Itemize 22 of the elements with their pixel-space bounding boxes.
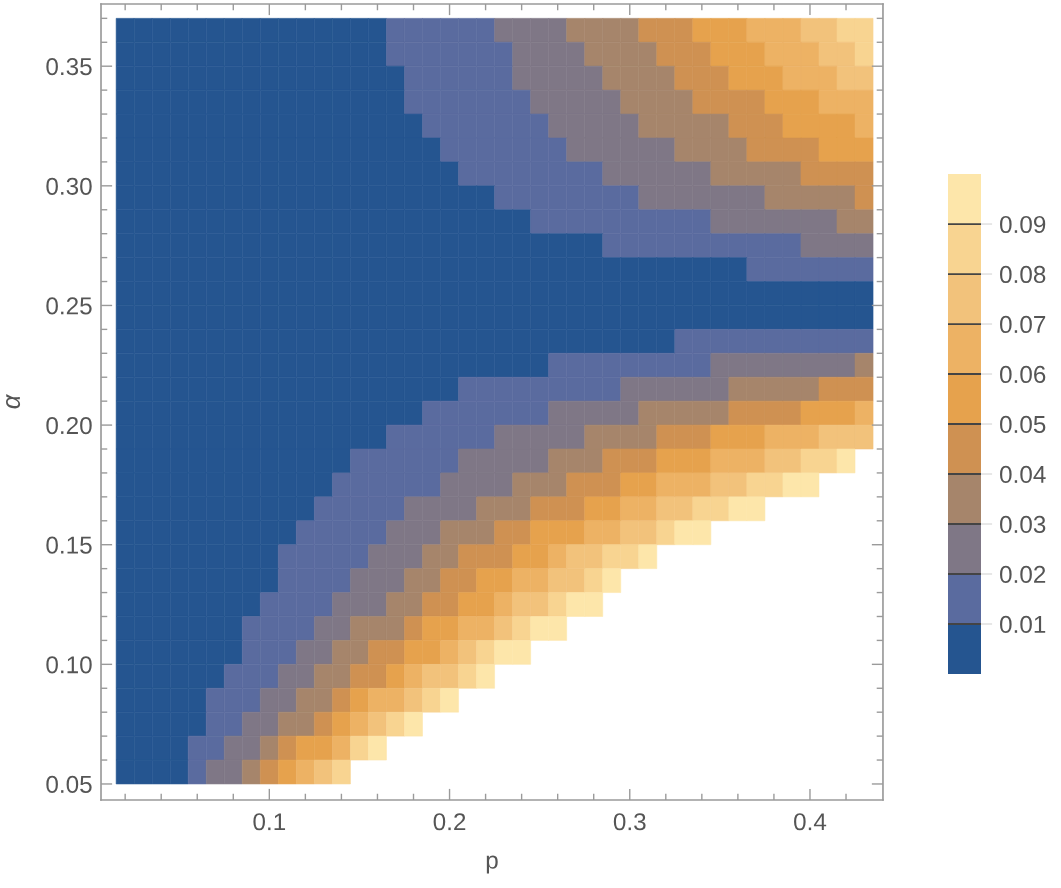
color-bar-label: 0.07: [1000, 315, 1046, 334]
y-tick-label: 0.05: [46, 775, 92, 794]
y-tick-label: 0.35: [46, 58, 92, 76]
color-bar-label: 0.09: [1000, 215, 1046, 234]
x-axis-title: p: [486, 855, 498, 874]
y-axis-title: α: [6, 394, 21, 409]
x-tick-label: 0.2: [433, 813, 466, 831]
color-bar-label: 0.03: [1000, 515, 1046, 534]
y-tick-label: 0.30: [46, 177, 92, 195]
color-bar-label: 0.06: [1000, 365, 1046, 384]
color-bar-label: 0.08: [1000, 265, 1046, 284]
color-bar-label: 0.02: [1000, 565, 1046, 584]
y-tick-label: 0.15: [46, 536, 92, 554]
y-tick-label: 0.20: [46, 416, 92, 435]
y-tick-label: 0.10: [46, 656, 92, 674]
x-tick-label: 0.1: [253, 813, 286, 831]
x-tick-label: 0.3: [613, 813, 646, 831]
y-tick-label: 0.25: [46, 297, 92, 315]
x-tick-label: 0.4: [794, 813, 827, 831]
color-bar-label: 0.04: [1000, 465, 1046, 484]
color-bar-label: 0.05: [1000, 415, 1046, 434]
color-bar-label: 0.01: [1000, 615, 1046, 634]
